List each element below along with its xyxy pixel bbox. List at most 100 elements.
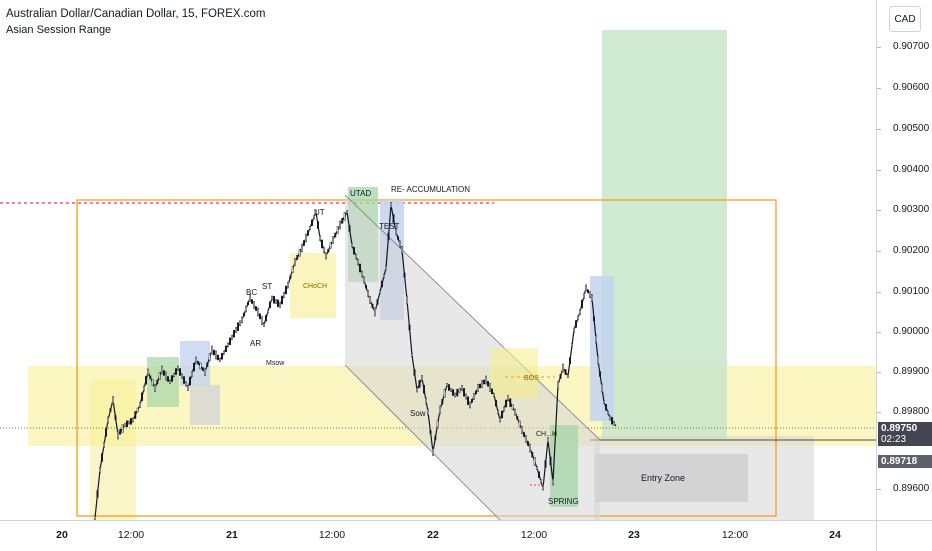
candle [255, 306, 257, 311]
candle [119, 428, 122, 435]
candle [231, 335, 233, 340]
grey-block-1 [190, 385, 220, 425]
candle [301, 243, 303, 253]
chart-svg[interactable]: UTAD RE- ACCUMULATION UT TEST BC ST CHoC… [0, 0, 876, 520]
candle [392, 214, 395, 223]
candle [439, 405, 441, 415]
candle [589, 291, 591, 298]
candle [143, 385, 145, 392]
candle [448, 384, 450, 391]
candle [483, 379, 485, 385]
candle [540, 479, 542, 484]
candle [564, 369, 567, 375]
price-tick: 0.89900 [876, 366, 930, 377]
candle [505, 399, 507, 408]
candle [583, 293, 585, 299]
candle [173, 373, 175, 377]
label-bc: BC [246, 288, 257, 297]
candle [187, 385, 189, 391]
indicator-title[interactable]: Asian Session Range [6, 24, 112, 36]
candle [441, 398, 444, 405]
candle [325, 252, 327, 260]
candle [151, 379, 154, 386]
candle [514, 408, 516, 416]
candle [454, 392, 456, 398]
candle [452, 389, 454, 396]
candle [243, 312, 245, 317]
chart-canvas[interactable]: UTAD RE- ACCUMULATION UT TEST BC ST CHoC… [0, 0, 876, 520]
grey-channel [345, 195, 600, 520]
candle [593, 316, 595, 321]
candle [277, 299, 279, 308]
candle [383, 274, 385, 278]
price-tick: 0.90600 [876, 82, 930, 93]
symbol-title[interactable]: Australian Dollar/Canadian Dollar, 15, F… [6, 8, 266, 20]
candle [294, 258, 296, 266]
candle [233, 330, 235, 338]
channel-line-bottom [344, 364, 501, 520]
candle [567, 374, 569, 378]
candle [145, 376, 147, 385]
candle [527, 441, 529, 446]
candle [481, 380, 483, 388]
candle [271, 295, 273, 301]
label-choch: CHoCH [303, 283, 327, 290]
candle [458, 388, 461, 393]
candle [503, 406, 505, 412]
candle [511, 404, 514, 411]
candle [327, 248, 330, 253]
candle [390, 202, 392, 208]
label-choch-2: CH...H [536, 431, 557, 438]
candle [471, 399, 473, 403]
candle [273, 296, 275, 304]
candle [363, 276, 365, 284]
candle [587, 289, 589, 294]
price-axis[interactable]: CAD 0.90700 0.90600 0.90500 0.90400 0.90… [876, 0, 932, 520]
candle [353, 246, 355, 255]
currency-button[interactable]: CAD [889, 6, 921, 32]
candle [376, 299, 379, 305]
candle [303, 240, 305, 246]
time-label: 22 [427, 529, 439, 541]
candle [217, 354, 219, 361]
candle [413, 369, 416, 376]
candle [343, 212, 346, 221]
candle [199, 362, 202, 370]
candle [291, 266, 294, 273]
candle [167, 376, 169, 382]
candle [385, 265, 387, 271]
time-label: 24 [829, 529, 841, 541]
label-st: ST [262, 282, 272, 291]
candle [509, 398, 512, 407]
candle [497, 409, 499, 414]
candle [516, 416, 519, 420]
candle [529, 443, 531, 453]
candle [475, 390, 477, 395]
candle [552, 478, 554, 486]
label-reaccumulation: RE- ACCUMULATION [391, 185, 470, 194]
last-price-value: 0.89750 [881, 423, 918, 434]
chart-legend: Australian Dollar/Canadian Dollar, 15, F… [6, 6, 266, 38]
candle [485, 375, 487, 385]
candle [357, 259, 359, 265]
candle [562, 363, 564, 373]
price-tick: 0.90400 [876, 164, 930, 175]
candle [579, 309, 581, 315]
candle [395, 228, 397, 236]
time-label: 12:00 [318, 529, 346, 541]
candle [275, 299, 277, 304]
candle [397, 236, 399, 240]
candle [195, 356, 197, 364]
candle [381, 280, 383, 288]
candle [227, 342, 229, 348]
time-label: 21 [226, 529, 238, 541]
candle [132, 417, 134, 423]
candle [223, 350, 225, 355]
label-msow: Msow [266, 360, 285, 367]
time-axis[interactable]: 20 12:00 21 12:00 22 12:00 23 12:00 24 [0, 520, 876, 551]
candle [289, 275, 292, 280]
candle [305, 233, 307, 243]
candle [507, 395, 509, 401]
candle [103, 442, 105, 448]
label-utad: UTAD [350, 189, 371, 198]
